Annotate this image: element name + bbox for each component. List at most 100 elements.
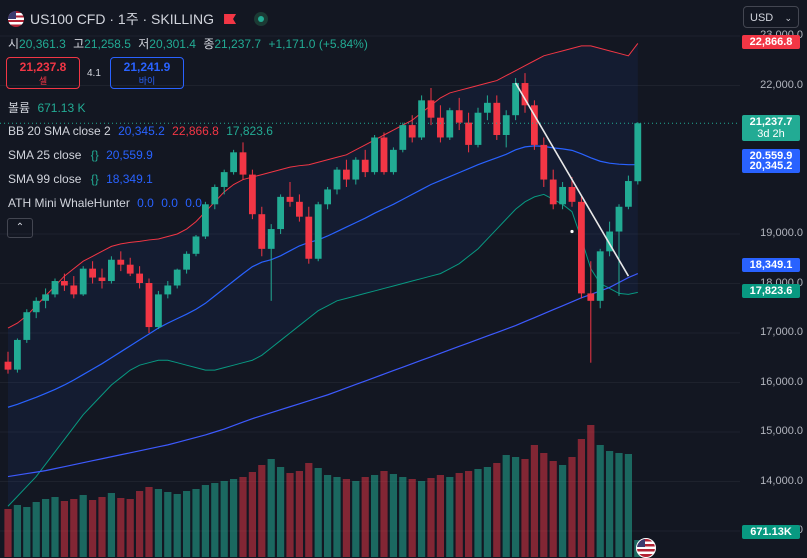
candle-body (117, 259, 125, 265)
indicator-ath[interactable]: ATH Mini WhaleHunter 0.0 0.0 0.0 (8, 196, 202, 210)
price-tick-label: 22,000.0 (760, 78, 803, 91)
volume-bar (408, 479, 416, 557)
volume-bar (465, 471, 473, 557)
high-label: 고 (73, 37, 85, 51)
price-tag: 18,349.1 (742, 258, 800, 273)
candle-body (596, 251, 604, 301)
volume-bar (474, 469, 482, 557)
sma99-source-icon[interactable]: {} (90, 172, 99, 186)
price-tag: 22,866.8 (742, 34, 800, 49)
chevron-down-icon: ⌄ (784, 13, 792, 23)
candle-body (568, 186, 576, 202)
volume-bar (352, 481, 360, 557)
red-flag-icon[interactable] (224, 14, 237, 24)
indicator-sma99[interactable]: SMA 99 close {} 18,349.1 (8, 172, 153, 186)
volume-bar (483, 467, 491, 557)
sell-button[interactable]: 21,237.8 셀 (6, 57, 80, 89)
volume-bar (314, 468, 322, 557)
volume-bar (493, 463, 501, 557)
volume-bar (455, 473, 463, 557)
indicator-bb[interactable]: BB 20 SMA close 2 20,345.2 22,866.8 17,8… (8, 124, 273, 138)
indicator-volume[interactable]: 볼륨 671.13 K (8, 99, 85, 116)
volume-bar (418, 481, 426, 557)
volume-bar (389, 474, 397, 557)
candle-body (493, 102, 501, 135)
candle-body (4, 361, 12, 370)
candle-body (258, 214, 266, 249)
volume-bar (559, 465, 567, 557)
volume-bar (60, 501, 68, 557)
volume-bar (154, 489, 162, 557)
volume-bar (277, 467, 285, 557)
candle-body (606, 231, 613, 252)
candle-body (615, 206, 623, 232)
bb-lower-value: 17,823.6 (226, 124, 273, 138)
currency-select[interactable]: USD ⌄ (743, 6, 799, 28)
sma25-source-icon[interactable]: {} (90, 148, 99, 162)
sma25-line (7, 145, 638, 408)
buy-button[interactable]: 21,241.9 바이 (110, 57, 184, 89)
candle-body (79, 268, 87, 295)
ath-value-3: 0.0 (185, 196, 202, 210)
trend-line (514, 82, 630, 277)
candle-body (634, 123, 642, 182)
candle-body (380, 137, 388, 173)
buy-price: 21,241.9 (123, 60, 171, 74)
candle-body (89, 268, 96, 278)
candle-body (220, 172, 228, 187)
volume-bar (624, 454, 632, 557)
candle-body (145, 283, 153, 328)
price-tick-label: 15,000.0 (760, 425, 803, 437)
low-value: 20,301.4 (149, 37, 196, 51)
candle-body (418, 100, 425, 138)
volume-bar (305, 463, 313, 557)
candle-body (484, 102, 491, 113)
volume-bar (436, 475, 444, 557)
bb-basis-value: 20,345.2 (118, 124, 165, 138)
volume-bar (615, 453, 623, 557)
volume-bar (258, 465, 266, 557)
volume-bar (42, 499, 50, 557)
collapse-legend-button[interactable]: ⌃ (7, 218, 33, 238)
candle-body (155, 294, 162, 328)
us-flag-icon (8, 11, 24, 27)
candle-body (427, 100, 435, 118)
price-tag: 20,345.2 (742, 159, 800, 174)
candle-body (531, 105, 538, 145)
volume-value: 671.13 K (37, 101, 86, 115)
indicator-sma25[interactable]: SMA 25 close {} 20,559.9 (8, 148, 153, 162)
volume-bar (606, 451, 614, 557)
candle-body (286, 196, 294, 202)
us-flag-icon[interactable] (636, 538, 656, 558)
candle-body (42, 294, 49, 301)
candle-body (343, 169, 350, 180)
volume-bar (446, 477, 454, 557)
volume-bar (220, 481, 228, 557)
candle-body (32, 300, 40, 313)
volume-bar (183, 491, 191, 557)
marker-dot (570, 229, 574, 234)
sma99-line (7, 273, 639, 478)
volume-bar (540, 453, 548, 557)
close-value: 21,237.7 (214, 37, 262, 51)
ath-value-1: 0.0 (137, 196, 154, 210)
volume-bar (502, 455, 510, 557)
price-tag: 17,823.6 (742, 284, 800, 299)
volume-bar (267, 459, 275, 557)
change-value: +1,171.0 (+5.84%) (268, 37, 368, 51)
volume-bar (79, 495, 87, 557)
open-label: 시 (8, 37, 20, 51)
candle-body (296, 201, 303, 217)
symbol-header[interactable]: US100 CFD · 1주 · SKILLING (8, 9, 269, 29)
bb-fill (8, 43, 638, 507)
candle-body (371, 137, 378, 173)
volume-bar (342, 479, 350, 557)
volume-bar (211, 483, 219, 557)
volume-bar (230, 479, 238, 557)
candle-body (249, 174, 256, 215)
candle-body (98, 277, 106, 282)
volume-bar (23, 507, 31, 557)
symbol-title[interactable]: US100 CFD · 1주 · SKILLING (30, 11, 215, 27)
candle-body (173, 269, 181, 286)
